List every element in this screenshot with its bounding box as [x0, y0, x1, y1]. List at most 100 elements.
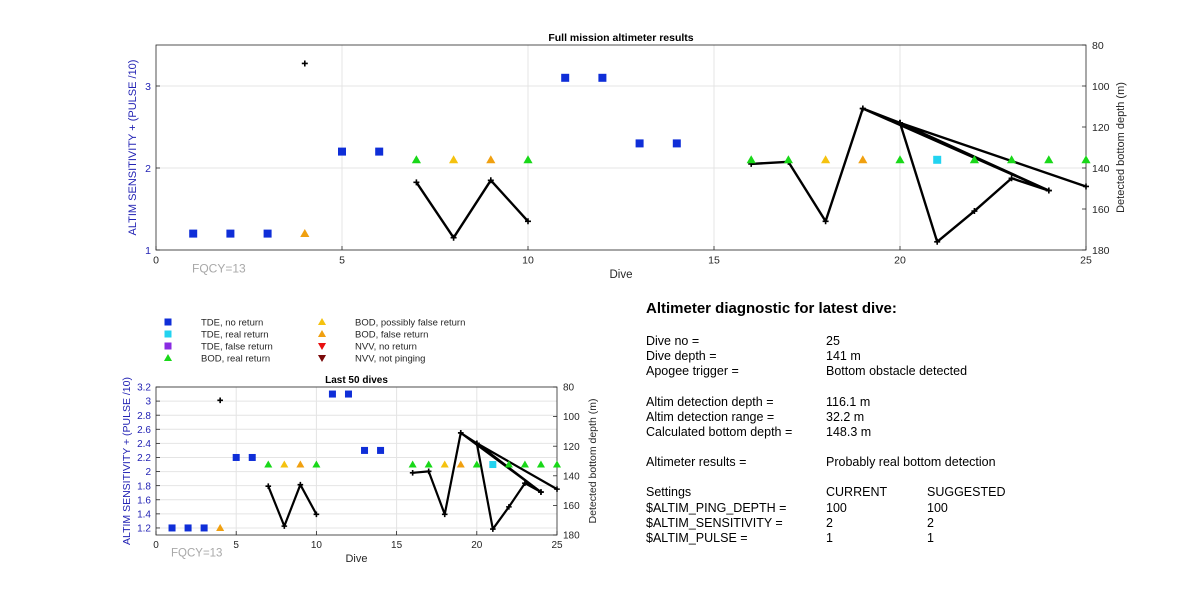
marker-tde-no-return [344, 390, 352, 398]
bottom-depth-point [217, 397, 223, 404]
detection-depth-label: Altim detection depth = [646, 394, 774, 409]
detection-range-row: Altim detection range = 32.2 m [646, 410, 1066, 425]
y-tick-label: 1.2 [137, 524, 151, 535]
dive-depth-value: 141 m [826, 349, 861, 364]
marker-tde-no-return [598, 73, 607, 82]
marker-bod-real-return [520, 460, 529, 468]
detection-depth-value: 116.1 m [826, 394, 871, 409]
bottom-depth-point [522, 480, 528, 486]
sensitivity-suggested: 2 [927, 515, 934, 530]
legend-label: NVV, not pinging [355, 354, 425, 365]
x-tick-label: 0 [153, 540, 159, 551]
y-axis-label: ALTIM SENSITIVITY + (PULSE /10) [127, 60, 139, 236]
x-axis-label: Dive [609, 269, 632, 281]
marker-bod-real-return [536, 460, 545, 468]
bottom-depth-line [415, 179, 529, 239]
legend-item-bod-possibly-false: BOD, possibly false return [317, 317, 465, 329]
y2-tick-label: 120 [1092, 122, 1110, 134]
legend-marker [164, 330, 172, 338]
y-tick-label: 3.2 [137, 383, 151, 394]
legend-marker [164, 342, 172, 350]
marker-bod-real-return [472, 460, 481, 468]
marker-bod-real-return [552, 460, 562, 468]
marker-tde-no-return [377, 446, 385, 454]
legend-label: NVV, no return [355, 342, 417, 353]
x-tick-label: 25 [551, 540, 563, 551]
marker-bod-real-return [264, 460, 273, 468]
marker-bod-false-return [216, 523, 225, 531]
bottom-depth-point [450, 234, 457, 241]
bottom-depth-point [474, 440, 480, 447]
marker-bod-false-return [858, 155, 868, 164]
dive-no-label: Dive no = [646, 334, 700, 348]
bottom-depth-point [441, 511, 448, 518]
x-tick-label: 5 [339, 255, 345, 267]
marker-tde-no-return [672, 139, 681, 148]
bottom-depth-point [457, 430, 464, 436]
marker-bod-possibly-false [821, 155, 831, 164]
bottom-depth-point [1045, 187, 1052, 194]
chart-title: Last 50 dives [325, 375, 388, 386]
marker-tde-no-return [226, 229, 235, 238]
settings-label: Settings [646, 485, 692, 500]
bottom-depth-point [1008, 175, 1015, 182]
detection-range-value: 32.2 m [826, 409, 865, 424]
legend-item-bod-false-return: BOD, false return [317, 329, 428, 341]
legend-item-nvv-not-pinging: NVV, not pinging [317, 354, 425, 365]
legend-item-bod-real-return: BOD, real return [163, 354, 270, 365]
bottom-depth-point [538, 489, 544, 495]
ping-depth-current: 100 [826, 500, 847, 515]
bottom-depth-line [751, 107, 1051, 244]
last-50-dives-chart: 0 5 10 15 20 25 1.2 1.4 1.6 1.8 2 2.2 2.4 2.6 2.8 3 3.2 8… [121, 375, 599, 565]
calculated-depth-value: 148.3 m [826, 424, 872, 439]
legend-item-tde-false-return: TDE, false return [164, 342, 273, 353]
calculated-depth-label: Calculated bottom depth = [646, 424, 793, 439]
bottom-depth-point [897, 119, 903, 126]
altimeter-results-row: Altimeter results = Probably real bottom… [646, 455, 1066, 470]
altimeter-results-value: Probably real bottom detection [826, 455, 996, 470]
y-tick-label: 1.4 [137, 509, 151, 520]
plot-frame [155, 386, 558, 536]
marker-bod-real-return [411, 155, 421, 164]
marker-tde-no-return [263, 229, 272, 238]
dive-depth-label: Dive depth = [646, 349, 717, 364]
y-tick-label: 3 [145, 397, 151, 408]
fqcy-annotation: FQCY=13 [171, 548, 222, 560]
marker-bod-real-return [1081, 155, 1091, 164]
dive-no-value: 25 [826, 334, 840, 348]
marker-bod-real-return [1007, 155, 1017, 164]
legend-label: BOD, false return [355, 330, 428, 341]
detection-depth-row: Altim detection depth = 116.1 m [646, 395, 1066, 410]
bottom-depth-point [822, 218, 829, 225]
marker-bod-real-return [895, 155, 905, 164]
y2-tick-label: 140 [563, 471, 580, 482]
apogee-row: Apogee trigger = Bottom obstacle detecte… [646, 364, 1066, 379]
ping-depth-suggested: 100 [927, 500, 948, 515]
pulse-label: $ALTIM_PULSE = [646, 530, 748, 545]
marker-tde-real-return [933, 155, 942, 164]
marker-bod-possibly-false [440, 460, 449, 468]
bottom-depth-point [413, 179, 420, 186]
y-axis-label: ALTIM SENSITIVITY + (PULSE /10) [121, 377, 133, 545]
y-tick-label: 1.8 [137, 481, 151, 492]
y2-tick-label: 100 [563, 412, 580, 423]
marker-bod-false-return [300, 229, 310, 238]
legend-marker [317, 317, 327, 326]
x-tick-label: 15 [708, 255, 720, 267]
bottom-depth-point [265, 483, 272, 489]
marker-tde-no-return [561, 73, 570, 82]
marker-bod-real-return [1044, 155, 1054, 164]
bottom-depth-line [412, 431, 543, 531]
apogee-label: Apogee trigger = [646, 364, 739, 379]
bottom-depth-point [301, 60, 308, 67]
legend-marker [317, 329, 327, 338]
bottom-depth-point [297, 481, 304, 488]
x-tick-label: 0 [153, 255, 159, 267]
marker-tde-no-return [200, 524, 208, 532]
x-tick-label: 5 [233, 540, 239, 551]
marker-bod-possibly-false [280, 460, 289, 468]
bottom-depth-point [425, 468, 432, 475]
y2-tick-label: 120 [563, 442, 580, 453]
